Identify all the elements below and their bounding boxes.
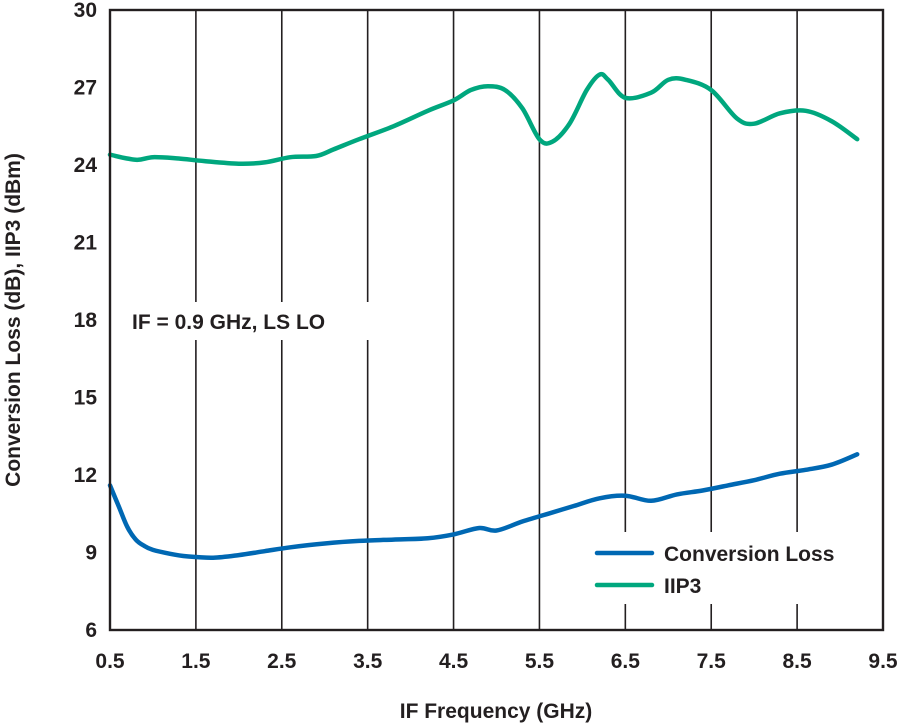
x-tick-label-4: 4.5: [439, 650, 469, 673]
x-tick-label-3: 3.5: [353, 650, 383, 673]
y-tick-label-5: 21: [74, 232, 98, 255]
y-tick-labels: 6 9 12 15 18 21 24 27 30: [74, 0, 98, 642]
y-tick-label-3: 15: [74, 387, 98, 410]
y-tick-label-2: 12: [74, 464, 97, 487]
y-tick-label-4: 18: [74, 309, 98, 332]
series-line-conversion-loss: [107, 452, 860, 560]
x-tick-label-6: 6.5: [611, 650, 641, 673]
x-tick-label-5: 5.5: [525, 650, 555, 673]
series-layer: [107, 71, 860, 560]
legend: Conversion Loss IIP3: [585, 532, 877, 604]
x-tick-labels: 0.5 1.5 2.5 3.5 4.5 5.5 6.5 7.5 8.5 9.5: [95, 650, 898, 673]
annotation-background: [124, 302, 372, 340]
annotation-text: IF = 0.9 GHz, LS LO: [132, 311, 325, 334]
plot-frame: [108, 8, 885, 632]
y-tick-label-1: 9: [85, 542, 97, 565]
y-tick-label-8: 30: [74, 0, 97, 22]
x-tick-label-2: 2.5: [267, 650, 297, 673]
y-tick-label-7: 27: [74, 77, 97, 100]
series-line-iip3: [107, 71, 860, 166]
legend-label-conversion-loss: Conversion Loss: [664, 543, 834, 566]
x-tick-label-9: 9.5: [868, 650, 898, 673]
x-tick-label-0: 0.5: [95, 650, 125, 673]
y-tick-label-6: 24: [74, 154, 98, 177]
legend-background: [585, 532, 877, 604]
x-tick-label-7: 7.5: [697, 650, 727, 673]
annotation-box: IF = 0.9 GHz, LS LO: [124, 302, 372, 340]
x-tick-label-8: 8.5: [783, 650, 813, 673]
y-tick-label-0: 6: [85, 619, 97, 642]
y-axis-title: Conversion Loss (dB), IIP3 (dBm): [2, 153, 25, 487]
x-axis-title: IF Frequency (GHz): [400, 700, 593, 723]
legend-label-iip3: IIP3: [664, 575, 701, 598]
x-tick-label-1: 1.5: [181, 650, 211, 673]
